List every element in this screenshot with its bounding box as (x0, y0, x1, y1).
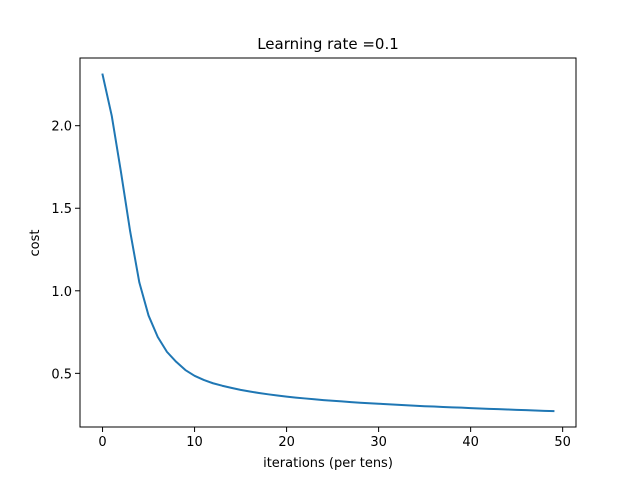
y-tick-label-0: 0.5 (51, 367, 72, 382)
x-tick-label-0: 0 (98, 435, 106, 450)
x-axis-label: iterations (per tens) (263, 456, 393, 471)
y-tick-label-3: 2.0 (51, 120, 72, 135)
x-tick-label-3: 30 (370, 435, 387, 450)
y-axis-label: cost (28, 230, 43, 257)
x-tick-label-2: 20 (278, 435, 295, 450)
chart-title: Learning rate =0.1 (257, 35, 399, 53)
y-tick-label-2: 1.5 (51, 202, 72, 217)
x-tick-label-5: 50 (554, 435, 571, 450)
x-tick-label-1: 10 (186, 435, 203, 450)
y-tick-label-1: 1.0 (51, 285, 72, 300)
plot-area: 0 10 20 30 40 50 0.5 1.0 1.5 2.0 (51, 57, 577, 450)
series-line-0 (101, 73, 555, 413)
plot-frame (79, 57, 577, 428)
x-tick-label-4: 40 (462, 435, 479, 450)
